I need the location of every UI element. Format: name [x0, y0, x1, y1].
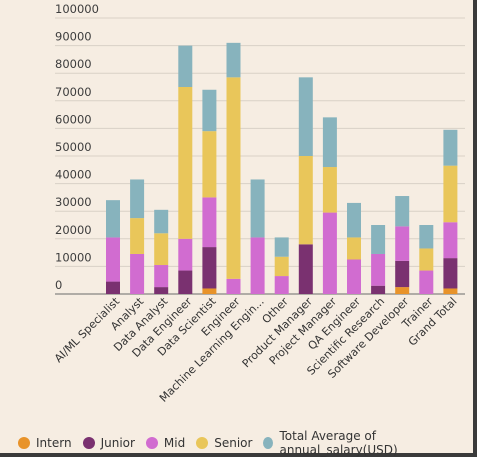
bar-segment-junior[interactable]: [106, 281, 120, 294]
bar-segment-mid[interactable]: [395, 226, 410, 261]
bar-segment-senior[interactable]: [178, 87, 193, 239]
bar-segment-junior[interactable]: [395, 260, 410, 288]
bar-segment-mid[interactable]: [443, 222, 458, 259]
legend-swatch: [196, 437, 209, 449]
legend-item[interactable]: Senior: [196, 436, 252, 450]
y-tick-label: 30000: [55, 195, 92, 209]
y-tick-label: 70000: [55, 85, 92, 99]
y-tick-label: 20000: [55, 223, 92, 237]
bar-segment-senior[interactable]: [202, 131, 217, 198]
bar-segment-mid[interactable]: [322, 212, 337, 294]
bar-segment-junior[interactable]: [443, 258, 458, 289]
bar-segment-senior[interactable]: [226, 77, 241, 279]
bar-segment-mid[interactable]: [178, 238, 193, 271]
legend-label: Senior: [214, 436, 253, 450]
x-tick-label: AI/ML Specialist: [52, 294, 123, 365]
bar-segment-total[interactable]: [106, 200, 120, 238]
bar-segment-total[interactable]: [274, 237, 289, 257]
legend-swatch: [263, 437, 274, 449]
bar-segment-intern[interactable]: [443, 288, 458, 294]
bar-segment-senior[interactable]: [419, 248, 434, 271]
bar-segment-total[interactable]: [347, 202, 361, 238]
y-tick-label: 40000: [55, 168, 92, 182]
stacked-bar-chart: 0 10000 20000 30000 40000 50000 60000 70000 8000…: [52, 2, 465, 405]
y-tick-label: 90000: [55, 30, 92, 44]
bar-segment-mid[interactable]: [106, 237, 120, 282]
bar-segment-mid[interactable]: [250, 237, 265, 294]
bar-segment-total[interactable]: [226, 42, 241, 78]
bar-segment-mid[interactable]: [226, 278, 241, 294]
bar-segment-total[interactable]: [419, 225, 434, 249]
bar-segment-junior[interactable]: [298, 244, 313, 294]
y-tick-label: 10000: [55, 250, 92, 264]
bar-segment-senior[interactable]: [347, 237, 361, 260]
bar-segment-mid[interactable]: [347, 259, 361, 295]
y-tick-label: 80000: [55, 57, 92, 71]
bar-segment-junior[interactable]: [371, 285, 386, 294]
bar-segment-total[interactable]: [322, 117, 337, 168]
y-tick-label: 50000: [55, 140, 92, 154]
bar-segment-senior[interactable]: [154, 233, 169, 266]
bar-segment-mid[interactable]: [154, 265, 169, 288]
bar-segment-intern[interactable]: [395, 287, 410, 294]
legend-swatch: [18, 437, 30, 449]
bar-segment-total[interactable]: [371, 225, 386, 254]
y-tick-label: 60000: [55, 112, 92, 126]
bar-segment-mid[interactable]: [274, 276, 289, 294]
bar-segment-mid[interactable]: [202, 197, 217, 248]
bar-segment-senior[interactable]: [298, 156, 313, 245]
legend-item[interactable]: Intern: [18, 436, 72, 450]
bar-segment-senior[interactable]: [443, 165, 458, 223]
bar-segment-senior[interactable]: [130, 218, 145, 254]
legend-swatch: [145, 437, 158, 449]
bar-segment-total[interactable]: [395, 196, 410, 227]
bar-segment-total[interactable]: [298, 77, 313, 156]
legend-item[interactable]: Mid: [145, 436, 186, 450]
bar-segment-total[interactable]: [443, 129, 458, 166]
bar-segment-senior[interactable]: [274, 256, 289, 277]
bar-segment-junior[interactable]: [154, 287, 169, 294]
bar-segment-intern[interactable]: [202, 288, 217, 294]
bar-segment-senior[interactable]: [322, 167, 337, 213]
bar-segment-total[interactable]: [250, 179, 265, 238]
bar-segment-mid[interactable]: [371, 253, 386, 286]
bar-segment-total[interactable]: [130, 179, 145, 219]
bar-segment-mid[interactable]: [419, 270, 434, 294]
bar-segment-junior[interactable]: [178, 270, 193, 294]
bar-segment-total[interactable]: [202, 89, 217, 132]
bar-segment-total[interactable]: [178, 45, 193, 87]
legend-item[interactable]: Junior: [82, 436, 135, 450]
legend-swatch: [82, 437, 95, 449]
legend-label: Junior: [100, 436, 135, 450]
bar-segment-mid[interactable]: [130, 253, 145, 294]
y-tick-label: 0: [55, 278, 62, 292]
bar-segment-junior[interactable]: [202, 247, 217, 289]
bar-segment-total[interactable]: [154, 209, 169, 234]
y-tick-label: 100000: [55, 2, 99, 16]
legend-label: Intern: [36, 436, 72, 450]
legend-label: Mid: [163, 436, 186, 450]
